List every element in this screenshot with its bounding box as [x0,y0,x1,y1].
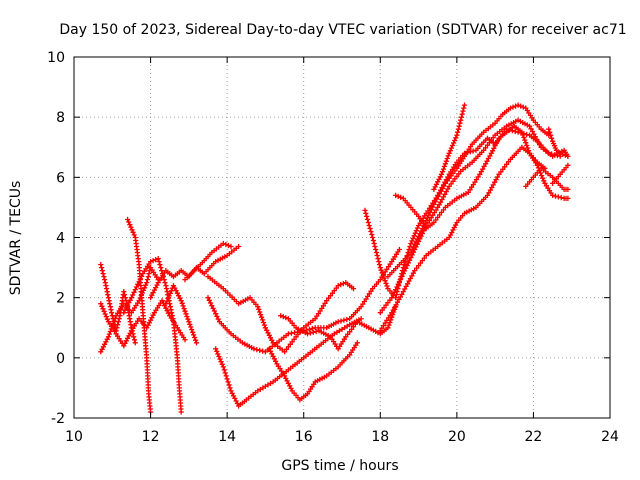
series-arc-11 [213,316,364,409]
x-tick-label: 16 [295,429,313,445]
series-arc-8 [182,240,234,283]
point-markers [98,265,161,355]
y-tick-label: 10 [47,50,65,66]
y-tick-label: 0 [56,351,65,367]
y-tick-label: 2 [56,291,65,307]
point-markers [266,340,360,403]
series-arc-7 [163,283,200,346]
point-markers [121,256,184,415]
chart-title: Day 150 of 2023, Sidereal Day-to-day VTE… [59,22,626,38]
series-arc-17 [385,102,552,280]
series-arc-6 [148,243,242,301]
x-tick-label: 20 [448,429,466,445]
series-arc-2 [98,262,138,346]
point-markers [182,240,234,283]
point-markers [205,274,357,355]
series-arc-13 [278,304,399,352]
point-markers [278,304,399,352]
x-tick-label: 18 [371,429,389,445]
series-arc-12 [266,340,360,403]
x-tick-label: 14 [218,429,236,445]
point-markers [377,144,571,334]
point-markers [550,162,571,186]
point-markers [393,123,548,232]
x-tick-label: 10 [65,429,83,445]
point-markers [546,126,571,159]
point-markers [431,102,468,192]
y-tick-label: 4 [56,231,65,247]
x-tick-label: 24 [601,429,619,445]
series-arc-19 [431,102,468,192]
point-markers [125,216,154,415]
x-tick-label: 12 [142,429,160,445]
point-markers [213,316,364,409]
y-tick-label: -2 [51,411,65,427]
series-arc-3 [98,265,161,355]
point-markers [163,283,200,346]
x-tick-label: 22 [525,429,543,445]
point-markers [148,243,242,301]
point-markers [385,102,552,280]
y-axis-label: SDTVAR / TECUs [8,181,24,296]
series-arc-9 [205,274,357,355]
series-arc-5 [121,256,184,415]
y-tick-label: 8 [56,110,65,126]
x-axis-label: GPS time / hours [281,458,398,474]
series-arc-18 [377,144,571,334]
series-arc-16 [393,123,548,232]
point-markers [98,262,138,346]
series-arc-22 [546,126,571,159]
y-tick-label: 6 [56,170,65,186]
series-arc-21 [550,162,571,186]
series-arc-4 [125,216,154,415]
data-points [98,102,571,415]
